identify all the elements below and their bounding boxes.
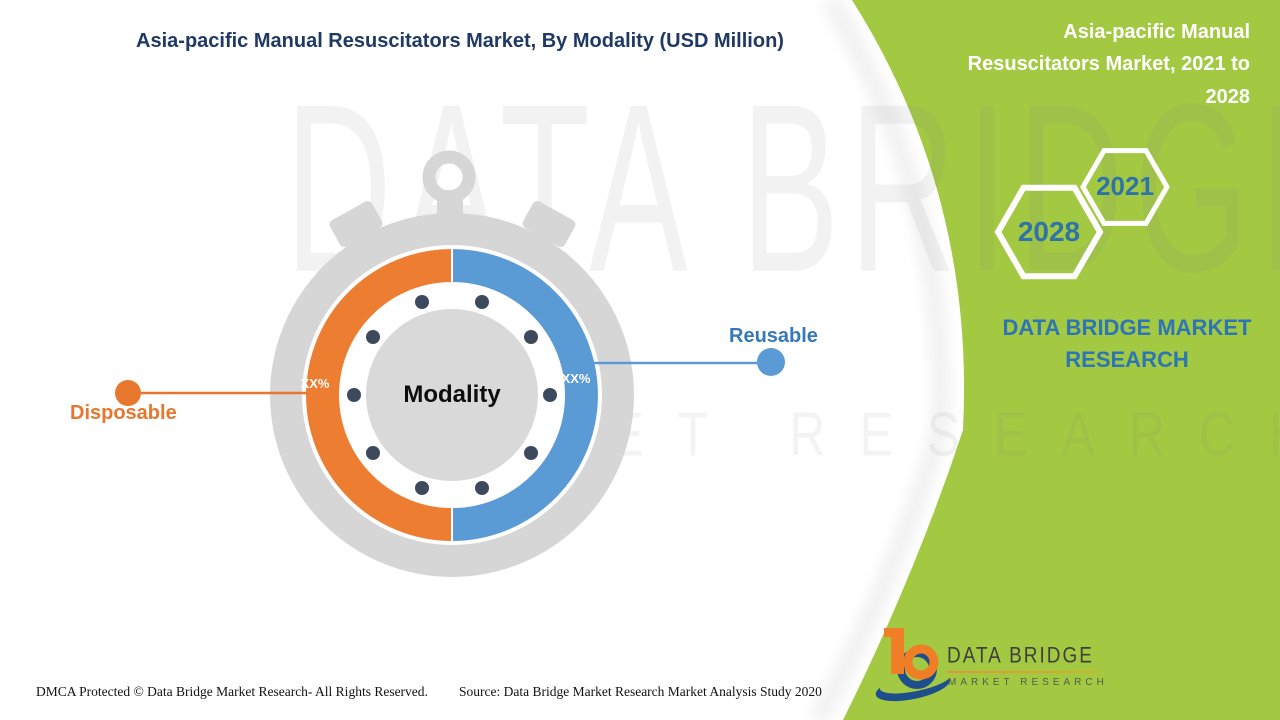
footer-source-text: Source: Data Bridge Market Research Mark… xyxy=(459,684,822,699)
green-panel-shape xyxy=(843,0,1280,720)
panel-edge-glow xyxy=(809,0,951,720)
logo-stem xyxy=(891,628,904,674)
hexagon-year-2021: 2021 xyxy=(1096,171,1154,201)
reusable-value-label: XX% xyxy=(561,371,591,386)
reusable-leader-dot xyxy=(757,348,785,376)
disposable-leader-dot xyxy=(115,380,141,406)
stopwatch-left-button xyxy=(329,201,383,247)
hexagon-2028 xyxy=(994,184,1104,280)
stopwatch-right-button xyxy=(522,201,576,247)
logo-underline xyxy=(947,671,1099,673)
logo-name-text: DATA BRIDGE xyxy=(947,644,1094,669)
panel-title: Asia-pacific Manual Resuscitators Market… xyxy=(967,21,1250,108)
hexagon-2021 xyxy=(1080,148,1170,226)
donut-segment-disposable xyxy=(304,246,453,544)
year-hexagons xyxy=(994,148,1170,280)
logo-tagline-text: MARKET RESEARCH xyxy=(948,677,1108,688)
panel-brand-text: DATA BRIDGE MARKET RESEARCH xyxy=(1002,315,1252,372)
reusable-label: Reusable xyxy=(729,325,818,347)
page-title: Asia-pacific Manual Resuscitators Market… xyxy=(136,30,784,52)
footer-dmca-text: DMCA Protected © Data Bridge Market Rese… xyxy=(36,684,428,699)
stopwatch-center-disc xyxy=(366,309,538,481)
disposable-value-label: XX% xyxy=(300,376,330,391)
donut-segment-reusable xyxy=(451,246,600,544)
hexagon-year-2028: 2028 xyxy=(1017,216,1081,247)
disposable-label: Disposable xyxy=(70,402,177,424)
databridge-logo-mark xyxy=(875,628,953,702)
stopwatch-body xyxy=(270,213,634,577)
clock-dots xyxy=(347,295,557,495)
callout-lines xyxy=(115,348,785,406)
logo-orange-bowl xyxy=(903,644,939,680)
logo-stem-top xyxy=(884,628,904,637)
chart-center-label: Modality xyxy=(403,381,501,408)
